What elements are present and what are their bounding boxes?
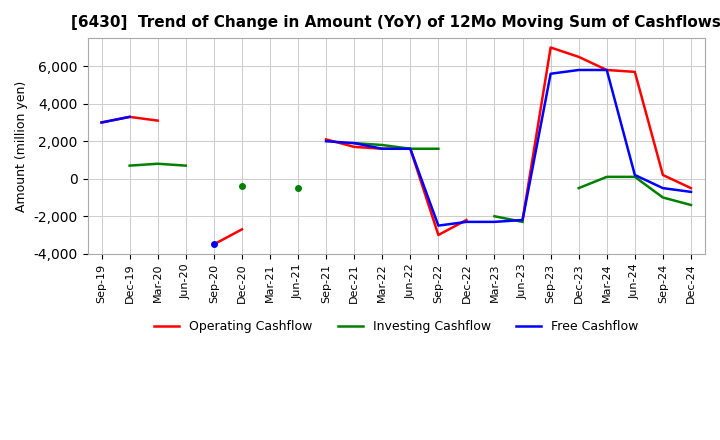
Investing Cashflow <box>153 161 162 166</box>
Operating Cashflow <box>153 118 162 123</box>
Title: [6430]  Trend of Change in Amount (YoY) of 12Mo Moving Sum of Cashflows: [6430] Trend of Change in Amount (YoY) o… <box>71 15 720 30</box>
Investing Cashflow <box>181 163 190 168</box>
Legend: Operating Cashflow, Investing Cashflow, Free Cashflow: Operating Cashflow, Investing Cashflow, … <box>149 315 643 338</box>
Y-axis label: Amount (million yen): Amount (million yen) <box>15 81 28 212</box>
Line: Investing Cashflow: Investing Cashflow <box>130 164 186 165</box>
Operating Cashflow <box>125 114 134 120</box>
Free Cashflow <box>125 114 134 120</box>
Line: Free Cashflow: Free Cashflow <box>102 117 130 122</box>
Free Cashflow <box>97 120 106 125</box>
Investing Cashflow <box>125 163 134 168</box>
Operating Cashflow <box>97 120 106 125</box>
Line: Operating Cashflow: Operating Cashflow <box>102 117 158 122</box>
